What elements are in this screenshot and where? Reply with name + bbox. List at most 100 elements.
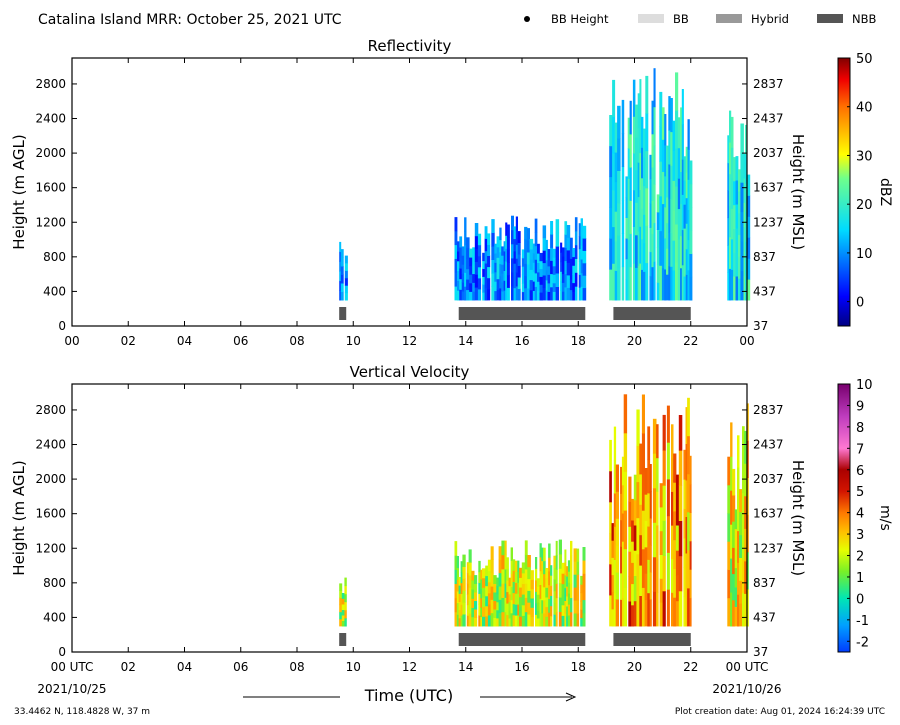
- heatmap-cell: [645, 75, 649, 114]
- heatmap-cell: [454, 244, 458, 259]
- y-tick-label: 2400: [35, 438, 66, 452]
- heatmap-cell: [459, 289, 463, 301]
- colorbar-tick-label: 0: [856, 592, 864, 607]
- heatmap-cell: [649, 227, 652, 253]
- heatmap-cell: [480, 569, 483, 580]
- heatmap-cell: [341, 615, 345, 621]
- heatmap-cell: [632, 189, 636, 227]
- heatmap-cell: [494, 290, 497, 301]
- heatmap-cell: [733, 228, 736, 253]
- heatmap-cell: [561, 583, 565, 595]
- heatmap-cell: [687, 435, 690, 475]
- heatmap-cell: [566, 225, 571, 238]
- heatmap-cell: [649, 464, 652, 492]
- heatmap-cell: [341, 620, 345, 627]
- heatmap-cell: [675, 525, 680, 551]
- heatmap-cell: [535, 614, 538, 627]
- heatmap-cell: [460, 561, 463, 573]
- y-tick-label-right: 437: [753, 284, 776, 298]
- heatmap-cell: [737, 498, 740, 532]
- heatmap-cell: [636, 409, 640, 446]
- heatmap-cell: [609, 533, 612, 565]
- heatmap-cell: [609, 595, 612, 627]
- x-tick-label: 02: [121, 660, 136, 674]
- heatmap-cell: [541, 573, 544, 588]
- heatmap-cell: [472, 291, 476, 301]
- heatmap-cell: [534, 272, 538, 287]
- heatmap-cell: [635, 169, 639, 203]
- heatmap-cell: [496, 618, 499, 627]
- heatmap-cell: [617, 170, 621, 204]
- heatmap-cell: [499, 227, 502, 241]
- x-tick-label: 12: [402, 334, 417, 348]
- heatmap-cell: [543, 560, 546, 575]
- heatmap-cell: [652, 453, 657, 489]
- heatmap-cell: [545, 597, 549, 608]
- heatmap-cell: [526, 228, 530, 241]
- heatmap-cell: [517, 593, 520, 605]
- heatmap-cell: [641, 116, 644, 148]
- heatmap-cell: [487, 277, 491, 290]
- heatmap-cell: [649, 599, 652, 627]
- heatmap-cell: [454, 555, 458, 570]
- heatmap-cell: [339, 271, 342, 282]
- heatmap-cell: [659, 602, 663, 627]
- heatmap-cell: [487, 244, 491, 256]
- heatmap-cell: [683, 508, 686, 539]
- heatmap-cell: [683, 180, 687, 205]
- heatmap-cell: [469, 248, 473, 258]
- heatmap-cell: [515, 216, 518, 231]
- heatmap-cell: [529, 279, 534, 291]
- heatmap-cell: [740, 270, 744, 301]
- heatmap-cell: [569, 268, 573, 280]
- heatmap-cell: [517, 231, 521, 243]
- heatmap-cell: [517, 560, 520, 572]
- heatmap-cell: [628, 476, 632, 502]
- heatmap-cell: [550, 585, 553, 596]
- heatmap-cell: [637, 265, 640, 301]
- heatmap-cell: [732, 468, 736, 496]
- heatmap-cell: [738, 278, 741, 301]
- heatmap-cell: [687, 588, 690, 627]
- heatmap-cell: [482, 587, 486, 598]
- heatmap-cell: [506, 580, 509, 593]
- y-tick-label-right: 2037: [753, 146, 784, 160]
- heatmap-cell: [550, 247, 554, 261]
- heatmap-cell: [683, 228, 687, 253]
- heatmap-cell: [641, 269, 644, 301]
- heatmap-cell: [564, 575, 567, 589]
- heatmap-cell: [543, 573, 546, 588]
- heatmap-cell: [454, 597, 458, 613]
- heatmap-cell: [632, 79, 636, 117]
- heatmap-cell: [501, 273, 504, 283]
- heatmap-cell: [680, 235, 683, 269]
- y-tick-label-right: 1237: [753, 215, 784, 229]
- heatmap-cell: [545, 239, 548, 251]
- heatmap-cell: [472, 273, 476, 283]
- heatmap-cell: [609, 269, 613, 301]
- heatmap-cell: [548, 584, 551, 599]
- bb-type-bar: [613, 633, 691, 646]
- heatmap-cell: [746, 514, 749, 553]
- heatmap-cell: [550, 575, 553, 586]
- heatmap-cell: [734, 509, 738, 530]
- heatmap-cell: [740, 123, 744, 154]
- y-tick-label-right: 837: [753, 576, 776, 590]
- heatmap-cell: [678, 520, 683, 557]
- heatmap-cell: [661, 107, 665, 140]
- heatmap-cell: [742, 459, 745, 494]
- heatmap-cell: [564, 600, 567, 614]
- heatmap-cell: [515, 272, 518, 287]
- heatmap-cell: [471, 570, 475, 581]
- heatmap-cell: [569, 289, 573, 301]
- heatmap-cell: [641, 208, 644, 240]
- heatmap-cell: [659, 265, 663, 301]
- heatmap-cell: [631, 520, 635, 542]
- heatmap-cell: [542, 287, 547, 301]
- heatmap-cell: [647, 492, 651, 527]
- heatmap-cell: [474, 617, 478, 627]
- heatmap-cell: [613, 426, 617, 461]
- heatmap-cell: [560, 280, 563, 291]
- heatmap-cell: [666, 171, 669, 198]
- heatmap-cell: [539, 584, 542, 599]
